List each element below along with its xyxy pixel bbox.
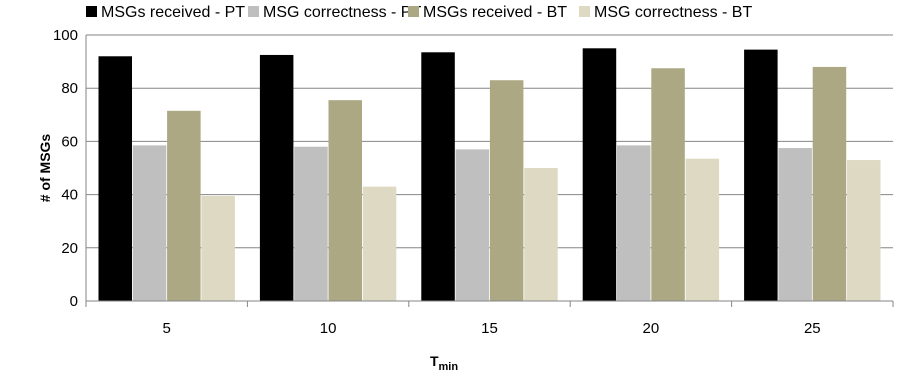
y-tick-label: 80 bbox=[61, 80, 78, 97]
x-tick-label: 20 bbox=[643, 320, 660, 337]
axes bbox=[85, 35, 894, 307]
bar-msg-correctness-pt-10 bbox=[294, 146, 328, 301]
x-axis-label-subscript: min bbox=[439, 361, 459, 373]
bar-msg-correctness-pt-5 bbox=[132, 145, 167, 301]
legend-item: MSG correctness - BT bbox=[579, 4, 752, 21]
legend-label: MSG correctness - PT bbox=[263, 4, 421, 21]
y-tick-labels: 0 20 40 60 80 100 bbox=[53, 27, 78, 310]
x-tick-label: 25 bbox=[804, 320, 821, 337]
bar-msgs-received-pt-10 bbox=[259, 54, 294, 302]
legend-label: MSG correctness - BT bbox=[594, 4, 752, 21]
legend-label: MSGs received - BT bbox=[423, 4, 567, 21]
bar-msg-correctness-pt-15 bbox=[455, 149, 490, 301]
bar-msgs-received-pt-25 bbox=[744, 49, 778, 301]
y-tick-label: 0 bbox=[70, 293, 78, 310]
y-tick-label: 40 bbox=[61, 187, 78, 204]
x-tick-label: 15 bbox=[481, 320, 498, 337]
bar-msgs-received-pt-20 bbox=[582, 48, 617, 301]
x-axis-label: Tmin bbox=[430, 353, 458, 373]
bar-msgs-received-bt-15 bbox=[489, 80, 524, 301]
legend-swatch bbox=[408, 6, 419, 17]
y-tick-label: 100 bbox=[53, 27, 78, 44]
bar-msgs-received-bt-5 bbox=[167, 110, 201, 301]
legend-item: MSGs received - BT bbox=[408, 4, 567, 21]
legend-label: MSGs received - PT bbox=[101, 4, 245, 21]
x-tick-label: 5 bbox=[163, 320, 171, 337]
y-axis-label: # of MSGs bbox=[37, 134, 53, 203]
bar-msg-correctness-bt-15 bbox=[524, 168, 558, 301]
bar-msg-correctness-pt-20 bbox=[617, 145, 651, 301]
bar-msg-correctness-pt-25 bbox=[778, 148, 812, 301]
legend-swatch bbox=[579, 6, 590, 17]
bar-msg-correctness-bt-25 bbox=[847, 160, 881, 301]
legend-item: MSGs received - PT bbox=[86, 4, 245, 21]
legend-swatch bbox=[248, 6, 259, 17]
y-tick-label: 20 bbox=[61, 240, 78, 257]
y-tick-label: 60 bbox=[61, 133, 78, 150]
x-tick-label: 10 bbox=[320, 320, 337, 337]
bar-msgs-received-pt-5 bbox=[98, 56, 132, 301]
bar-msg-correctness-bt-10 bbox=[362, 186, 397, 301]
bar-msgs-received-bt-10 bbox=[328, 100, 362, 301]
x-axis-label-main: T bbox=[430, 353, 439, 369]
bar-msgs-received-pt-15 bbox=[421, 52, 455, 301]
legend-swatch bbox=[86, 6, 97, 17]
bar-msg-correctness-bt-5 bbox=[201, 195, 235, 301]
legend-item: MSG correctness - PT bbox=[248, 4, 421, 21]
bars bbox=[98, 48, 881, 302]
bar-msgs-received-bt-25 bbox=[812, 66, 847, 301]
bar-msgs-received-bt-20 bbox=[651, 68, 685, 301]
legend: MSGs received - PT MSG correctness - PT MS… bbox=[86, 4, 752, 21]
bar-msg-correctness-bt-20 bbox=[685, 158, 720, 301]
x-tick-labels: 5 10 15 20 25 bbox=[163, 320, 821, 337]
